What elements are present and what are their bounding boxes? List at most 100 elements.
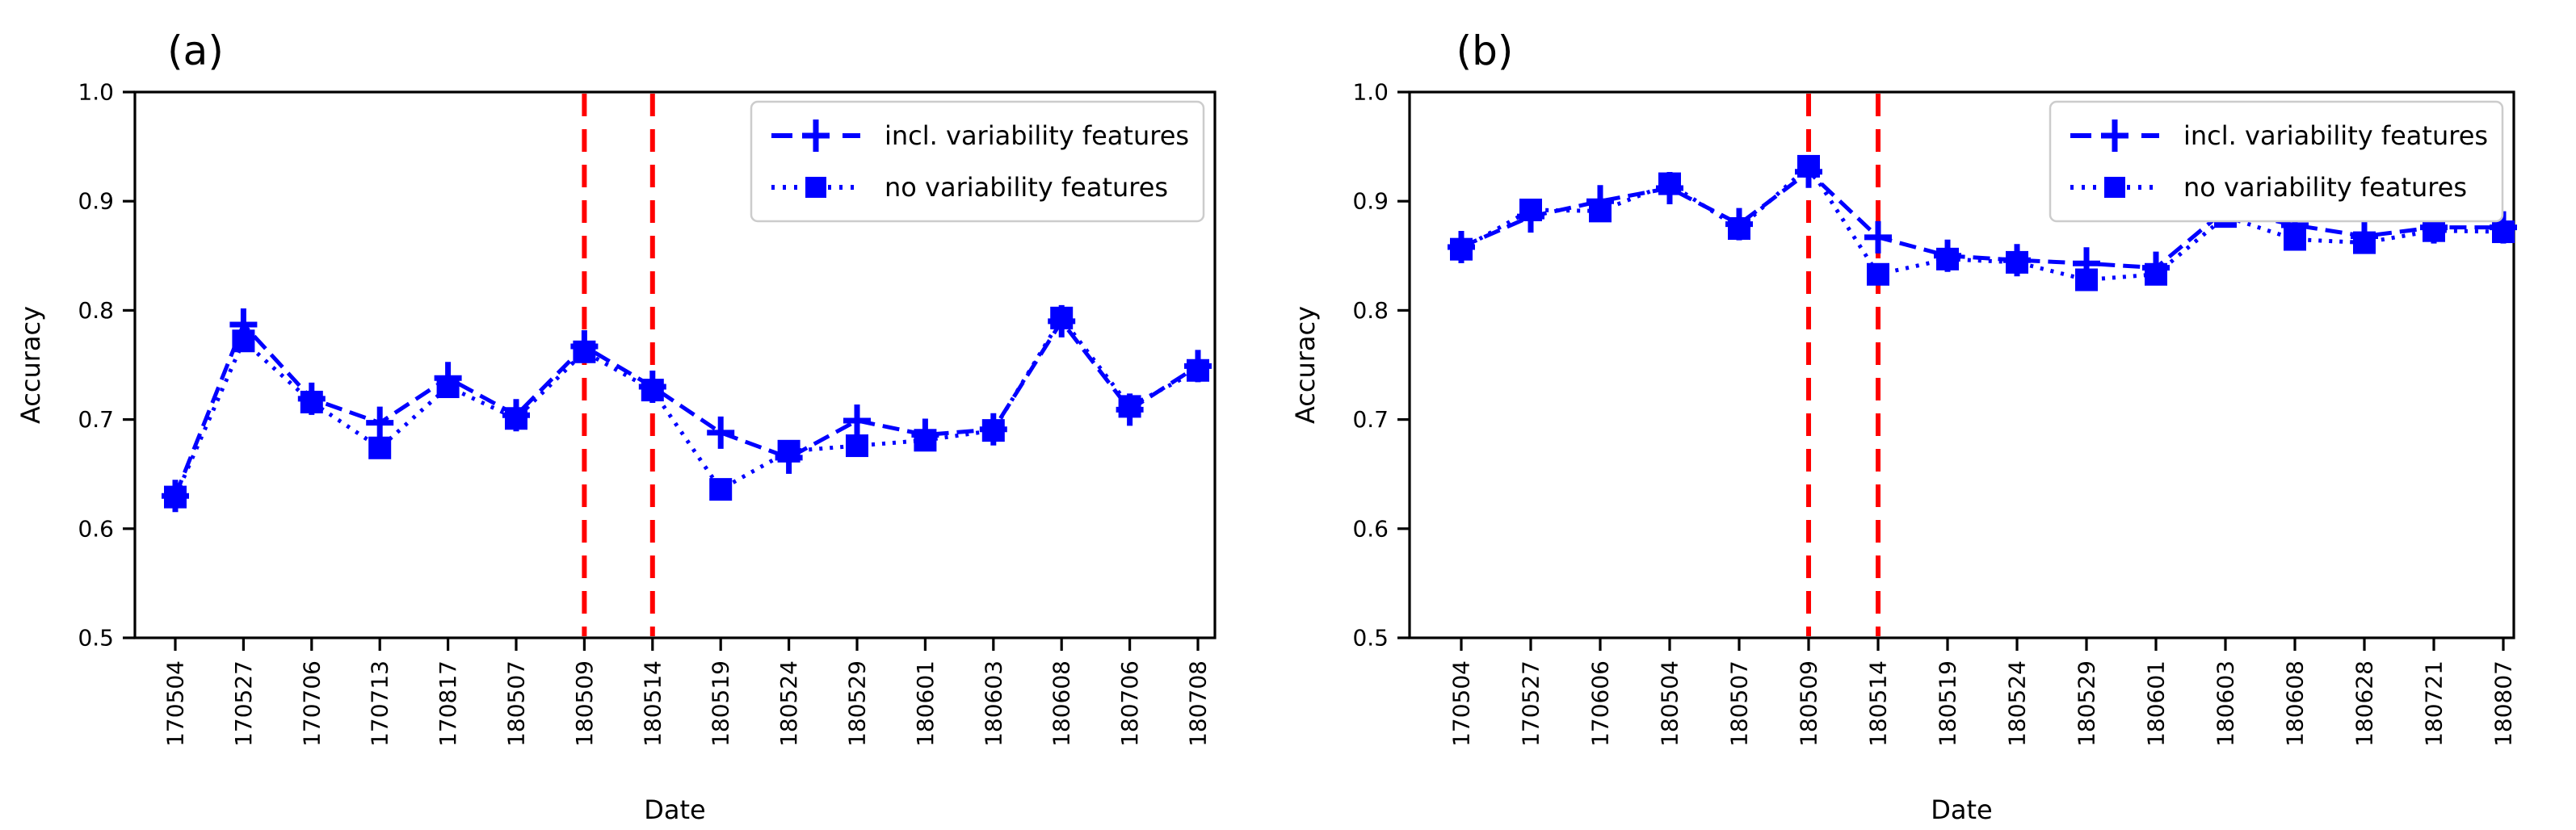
data-point-square bbox=[505, 407, 527, 430]
x-tick-label: 180507 bbox=[1726, 660, 1753, 747]
legend-plus-marker-icon bbox=[2101, 119, 2128, 152]
legend-label: no variability features bbox=[885, 172, 1168, 203]
x-tick-label: 170527 bbox=[1518, 660, 1544, 747]
legend-square-marker-icon bbox=[805, 177, 826, 198]
data-point-square bbox=[2492, 220, 2515, 244]
x-tick-label: 180514 bbox=[639, 660, 666, 747]
legend-box bbox=[750, 100, 1205, 223]
series-line-dashed bbox=[1460, 169, 2503, 270]
x-tick-label: 180529 bbox=[2074, 660, 2100, 747]
x-tick-label: 180507 bbox=[503, 660, 530, 747]
data-point-square bbox=[1658, 172, 1681, 195]
data-point-square bbox=[1450, 237, 1473, 261]
legend-label: incl. variability features bbox=[885, 120, 1189, 151]
y-tick-label: 0.9 bbox=[78, 188, 114, 215]
data-point-square bbox=[1519, 199, 1542, 222]
x-tick-label: 170817 bbox=[435, 660, 461, 747]
x-tick-label: 180603 bbox=[980, 660, 1006, 747]
data-point-square bbox=[2423, 219, 2445, 242]
legend-label: incl. variability features bbox=[2183, 120, 2488, 151]
x-tick-label: 170713 bbox=[367, 660, 393, 747]
y-axis-label: Accuracy bbox=[15, 306, 46, 424]
x-tick-label: 180628 bbox=[2351, 660, 2378, 747]
data-point-square bbox=[1589, 199, 1612, 223]
chart-title: (b) bbox=[1456, 27, 1514, 74]
y-tick-label: 1.0 bbox=[1352, 79, 1389, 106]
y-tick-label: 0.5 bbox=[78, 625, 114, 652]
x-tick-label: 180529 bbox=[844, 660, 871, 747]
x-tick-label: 180524 bbox=[775, 660, 802, 747]
x-tick-label: 180509 bbox=[1796, 660, 1822, 747]
data-point-square bbox=[1867, 262, 1889, 286]
legend-square-marker-icon bbox=[2104, 177, 2125, 198]
data-point-square bbox=[709, 478, 733, 501]
y-tick-label: 0.8 bbox=[78, 297, 114, 324]
x-tick-label: 180708 bbox=[1185, 660, 1212, 747]
x-tick-label: 180519 bbox=[1935, 660, 1961, 747]
data-point-plus bbox=[366, 406, 394, 439]
data-point-plus bbox=[707, 416, 735, 449]
y-tick-label: 0.8 bbox=[1352, 297, 1389, 324]
legend: incl. variability features no variability… bbox=[750, 100, 1205, 223]
x-tick-label: 180807 bbox=[2490, 660, 2517, 747]
data-point-plus bbox=[843, 404, 871, 437]
data-point-square bbox=[2284, 228, 2306, 251]
chart-title: (a) bbox=[167, 27, 224, 74]
plot-frame bbox=[133, 90, 1217, 639]
y-tick-label: 0.7 bbox=[1352, 406, 1389, 433]
data-point-square bbox=[436, 375, 460, 399]
data-point-square bbox=[1118, 395, 1141, 418]
x-axis-label: Date bbox=[644, 794, 705, 825]
data-point-square bbox=[1050, 306, 1074, 329]
x-tick-label: 180608 bbox=[1048, 660, 1075, 747]
data-point-square bbox=[846, 434, 868, 458]
x-tick-label: 170504 bbox=[1448, 660, 1475, 747]
x-tick-label: 180608 bbox=[2282, 660, 2309, 747]
data-point-square bbox=[573, 340, 596, 363]
y-tick-label: 0.7 bbox=[78, 406, 114, 433]
legend: incl. variability features no variability… bbox=[2049, 100, 2504, 223]
y-tick-label: 0.5 bbox=[1352, 625, 1389, 652]
series-line-dashed bbox=[173, 317, 1200, 497]
x-axis-label: Date bbox=[1931, 794, 1992, 825]
data-point-square bbox=[1936, 247, 1959, 270]
x-tick-label: 170606 bbox=[1587, 660, 1614, 747]
x-tick-label: 180509 bbox=[571, 660, 598, 747]
data-point-square bbox=[1797, 154, 1820, 178]
y-tick-label: 0.6 bbox=[78, 515, 114, 542]
plot-frame bbox=[1408, 90, 2515, 639]
data-point-square bbox=[2145, 262, 2167, 286]
y-tick-label: 0.9 bbox=[1352, 188, 1389, 215]
x-tick-label: 170504 bbox=[162, 660, 189, 747]
data-point-square bbox=[2075, 268, 2098, 291]
data-point-square bbox=[641, 379, 664, 402]
x-tick-label: 180721 bbox=[2421, 660, 2448, 747]
data-point-square bbox=[1728, 217, 1750, 240]
data-point-square bbox=[300, 390, 323, 413]
data-point-square bbox=[164, 485, 187, 509]
x-tick-label: 180519 bbox=[708, 660, 734, 747]
y-tick-label: 0.6 bbox=[1352, 515, 1389, 542]
legend-label: no variability features bbox=[2183, 172, 2467, 203]
x-tick-label: 180524 bbox=[2004, 660, 2031, 747]
chart-b: (b) 1.0 0.9 0.8 0.7 0.6 0.5 170504 170527 170606 1… bbox=[1290, 27, 2517, 825]
x-tick-label: 180504 bbox=[1657, 660, 1683, 747]
data-point-square bbox=[914, 429, 937, 452]
data-point-square bbox=[777, 439, 801, 463]
x-tick-label: 170527 bbox=[230, 660, 257, 747]
x-tick-label: 180603 bbox=[2213, 660, 2239, 747]
x-tick-label: 180601 bbox=[912, 660, 939, 747]
data-point-square bbox=[1187, 358, 1209, 382]
data-point-square bbox=[981, 419, 1005, 442]
data-point-square bbox=[2006, 250, 2028, 274]
x-tick-label: 180706 bbox=[1116, 660, 1143, 747]
data-point-plus bbox=[1864, 220, 1892, 254]
data-point-square bbox=[2353, 231, 2376, 254]
x-tick-label: 170706 bbox=[298, 660, 325, 747]
series-line-dotted bbox=[1460, 163, 2504, 283]
y-axis-label: Accuracy bbox=[1290, 306, 1321, 424]
x-tick-label: 180514 bbox=[1865, 660, 1892, 747]
x-tick-label: 180601 bbox=[2143, 660, 2170, 747]
